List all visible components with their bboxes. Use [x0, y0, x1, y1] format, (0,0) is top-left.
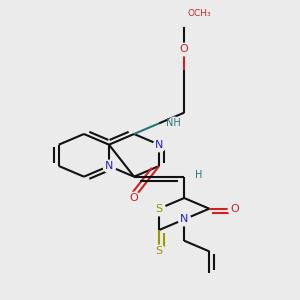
Text: O: O — [230, 204, 239, 214]
Text: N: N — [155, 140, 163, 150]
Text: S: S — [156, 246, 163, 256]
Text: NH: NH — [166, 118, 181, 128]
Text: N: N — [180, 214, 188, 224]
Text: H: H — [195, 170, 202, 180]
Text: S: S — [156, 204, 163, 214]
Text: OCH₃: OCH₃ — [188, 9, 212, 18]
Text: N: N — [105, 161, 113, 171]
Text: O: O — [130, 193, 138, 203]
Text: O: O — [180, 44, 189, 54]
